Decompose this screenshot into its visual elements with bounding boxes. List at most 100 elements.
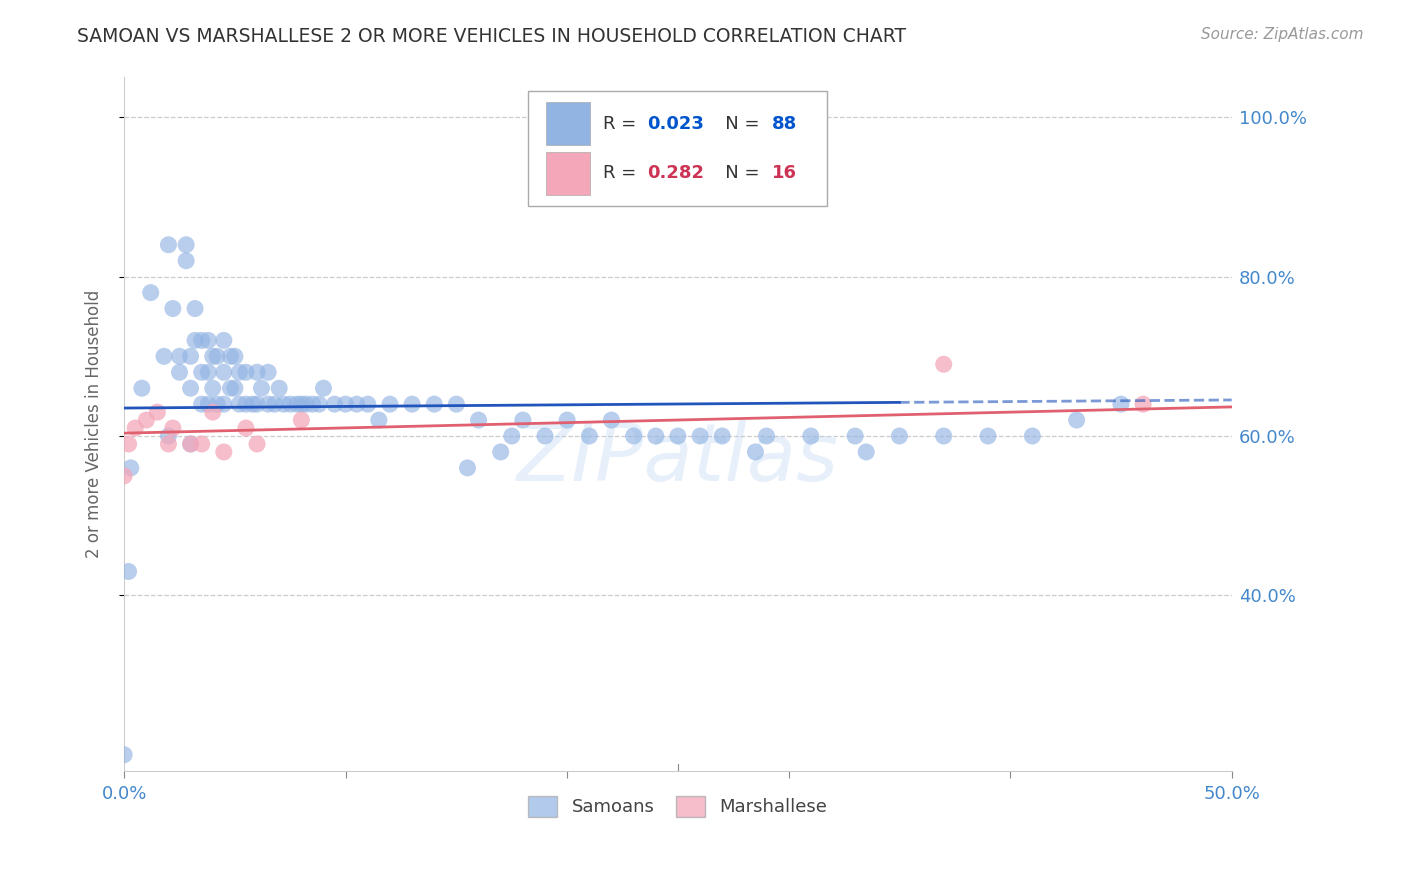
FancyBboxPatch shape xyxy=(546,152,591,194)
Y-axis label: 2 or more Vehicles in Household: 2 or more Vehicles in Household xyxy=(86,290,103,558)
Point xyxy=(180,349,202,363)
Point xyxy=(301,397,323,411)
Point xyxy=(456,461,478,475)
Point xyxy=(190,365,212,379)
Text: SAMOAN VS MARSHALLESE 2 OR MORE VEHICLES IN HOUSEHOLD CORRELATION CHART: SAMOAN VS MARSHALLESE 2 OR MORE VEHICLES… xyxy=(77,27,907,45)
Point xyxy=(278,397,301,411)
Point xyxy=(162,301,184,316)
Point xyxy=(932,429,955,443)
Point xyxy=(112,468,135,483)
Text: ZIPatlas: ZIPatlas xyxy=(517,420,839,498)
Point xyxy=(212,397,235,411)
Point xyxy=(446,397,468,411)
Text: N =: N = xyxy=(707,115,765,133)
Text: R =: R = xyxy=(603,164,641,182)
Point xyxy=(600,413,623,427)
Point xyxy=(335,397,357,411)
Point xyxy=(555,413,578,427)
Legend: Samoans, Marshallese: Samoans, Marshallese xyxy=(522,789,835,824)
Point xyxy=(263,397,285,411)
Point xyxy=(228,365,250,379)
Point xyxy=(512,413,534,427)
Point xyxy=(157,237,180,252)
Point xyxy=(932,357,955,371)
Point xyxy=(257,365,280,379)
Point xyxy=(1132,397,1154,411)
Point xyxy=(131,381,153,395)
Point xyxy=(367,413,389,427)
Point xyxy=(534,429,557,443)
Point xyxy=(250,381,273,395)
Text: 88: 88 xyxy=(772,115,797,133)
Point xyxy=(242,397,264,411)
Point xyxy=(180,381,202,395)
FancyBboxPatch shape xyxy=(546,103,591,145)
Point xyxy=(401,397,423,411)
Point xyxy=(212,445,235,459)
Point xyxy=(855,445,877,459)
Text: 0.282: 0.282 xyxy=(647,164,704,182)
Point xyxy=(201,405,224,419)
Point xyxy=(157,437,180,451)
Point xyxy=(174,237,197,252)
Point xyxy=(644,429,666,443)
Point xyxy=(235,421,257,435)
Point xyxy=(489,445,512,459)
Point xyxy=(197,334,219,348)
Point xyxy=(190,437,212,451)
Point xyxy=(578,429,600,443)
Point xyxy=(623,429,645,443)
Point xyxy=(889,429,911,443)
Point xyxy=(666,429,689,443)
Point xyxy=(1021,429,1043,443)
Point xyxy=(190,334,212,348)
Text: 0.023: 0.023 xyxy=(647,115,704,133)
Point xyxy=(120,461,142,475)
Point xyxy=(294,397,316,411)
Point xyxy=(844,429,866,443)
Point xyxy=(346,397,368,411)
Point xyxy=(423,397,446,411)
Point xyxy=(180,437,202,451)
Point xyxy=(139,285,162,300)
Point xyxy=(112,747,135,762)
Point xyxy=(378,397,401,411)
Point xyxy=(467,413,489,427)
Point xyxy=(201,349,224,363)
Point xyxy=(153,349,176,363)
Point xyxy=(112,883,135,892)
Point xyxy=(162,421,184,435)
Point xyxy=(117,565,139,579)
Point xyxy=(744,445,766,459)
Point xyxy=(1066,413,1088,427)
Point xyxy=(290,413,312,427)
Point xyxy=(219,349,242,363)
Point xyxy=(180,437,202,451)
Point xyxy=(273,397,295,411)
Point xyxy=(224,381,246,395)
Point xyxy=(689,429,711,443)
Point xyxy=(323,397,346,411)
Point xyxy=(224,349,246,363)
Point xyxy=(117,437,139,451)
Point xyxy=(197,365,219,379)
Point xyxy=(269,381,291,395)
Point xyxy=(755,429,778,443)
Point xyxy=(146,405,169,419)
Point xyxy=(212,334,235,348)
Point xyxy=(174,253,197,268)
Point xyxy=(135,413,157,427)
Text: N =: N = xyxy=(707,164,765,182)
Point xyxy=(124,421,146,435)
FancyBboxPatch shape xyxy=(529,91,828,206)
Point xyxy=(257,397,280,411)
Point xyxy=(308,397,330,411)
Point xyxy=(312,381,335,395)
Point xyxy=(246,437,269,451)
Point xyxy=(711,429,734,443)
Point xyxy=(219,381,242,395)
Point xyxy=(1109,397,1132,411)
Text: R =: R = xyxy=(603,115,641,133)
Point xyxy=(357,397,380,411)
Point xyxy=(201,381,224,395)
